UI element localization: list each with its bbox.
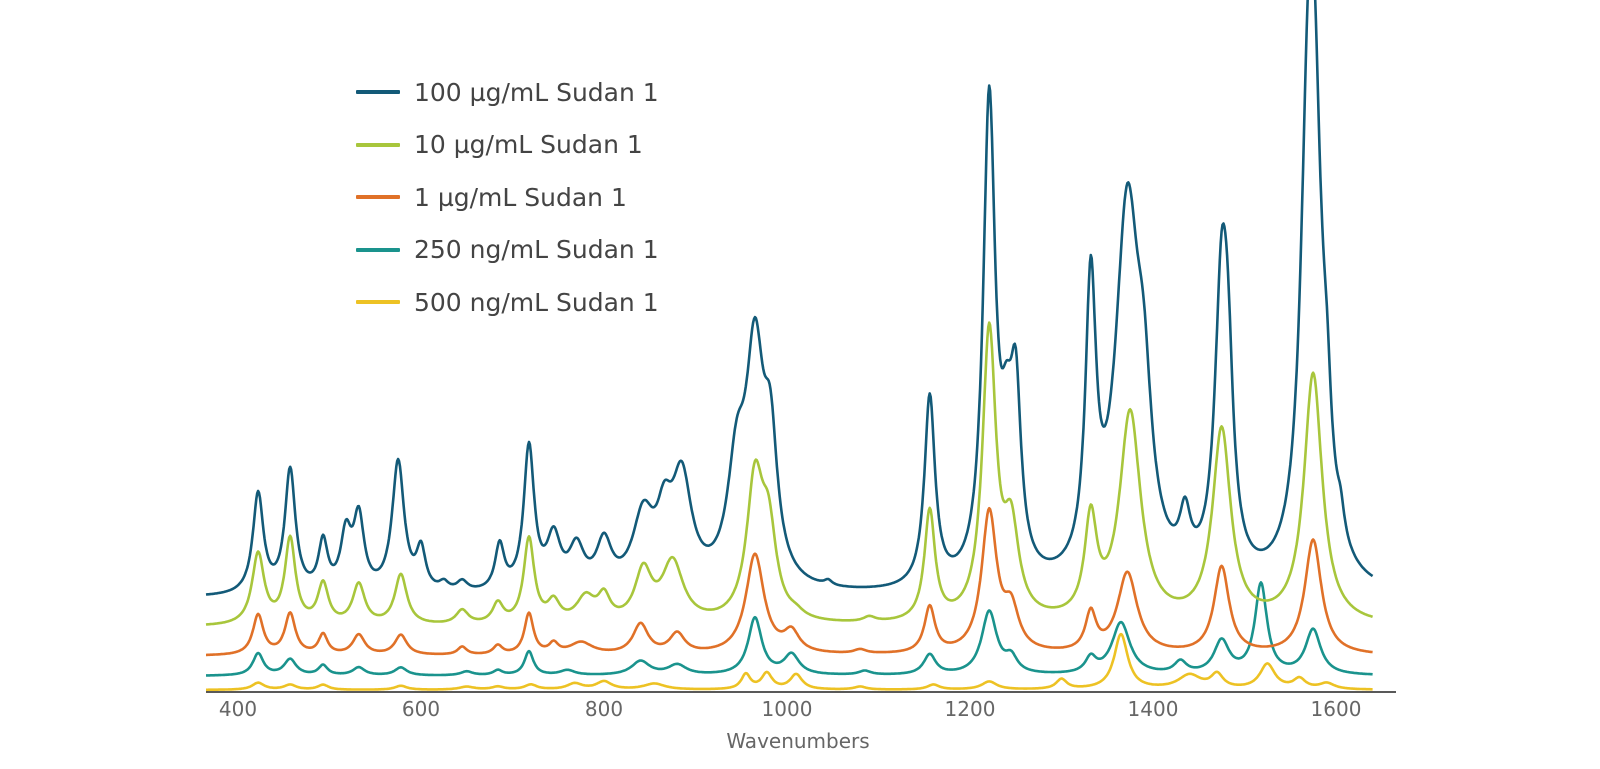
legend-label: 250 ng/mL Sudan 1 [414,235,659,265]
series-line-100-g-ml-sudan-1 [205,0,1374,596]
legend-item: 250 ng/mL Sudan 1 [356,224,659,277]
x-tick-labels: 400 600 800 1000 1200 1400 1600 [219,697,1362,721]
x-tick-label: 800 [585,697,623,721]
legend-swatch [356,195,400,200]
legend-swatch [356,247,400,252]
series-line-10-g-ml-sudan-1 [205,321,1374,626]
legend-item: 500 ng/mL Sudan 1 [356,276,659,329]
legend-label: 1 µg/mL Sudan 1 [414,182,627,212]
legend-label: 10 µg/mL Sudan 1 [414,130,643,160]
legend-item: 1 µg/mL Sudan 1 [356,171,659,224]
x-tick-label: 1600 [1311,697,1362,721]
legend-swatch [356,90,400,95]
legend-label: 100 µg/mL Sudan 1 [414,77,659,107]
legend: 100 µg/mL Sudan 1 10 µg/mL Sudan 1 1 µg/mL… [356,66,659,329]
legend-item: 10 µg/mL Sudan 1 [356,119,659,172]
x-axis-title: Wavenumbers [726,729,869,753]
series-line-1-g-ml-sudan-1 [205,506,1373,657]
series-line-250-ng-ml-sudan-1 [205,581,1373,677]
x-tick-label: 600 [402,697,440,721]
legend-label: 500 ng/mL Sudan 1 [414,287,659,317]
x-tick-label: 1400 [1128,697,1179,721]
x-tick-label: 1000 [762,697,813,721]
legend-swatch [356,300,400,305]
series-layer [205,0,1374,692]
series-line-500-ng-ml-sudan-1 [205,632,1373,692]
legend-item: 100 µg/mL Sudan 1 [356,66,659,119]
x-tick-label: 1200 [945,697,996,721]
legend-swatch [356,142,400,147]
x-tick-label: 400 [219,697,257,721]
